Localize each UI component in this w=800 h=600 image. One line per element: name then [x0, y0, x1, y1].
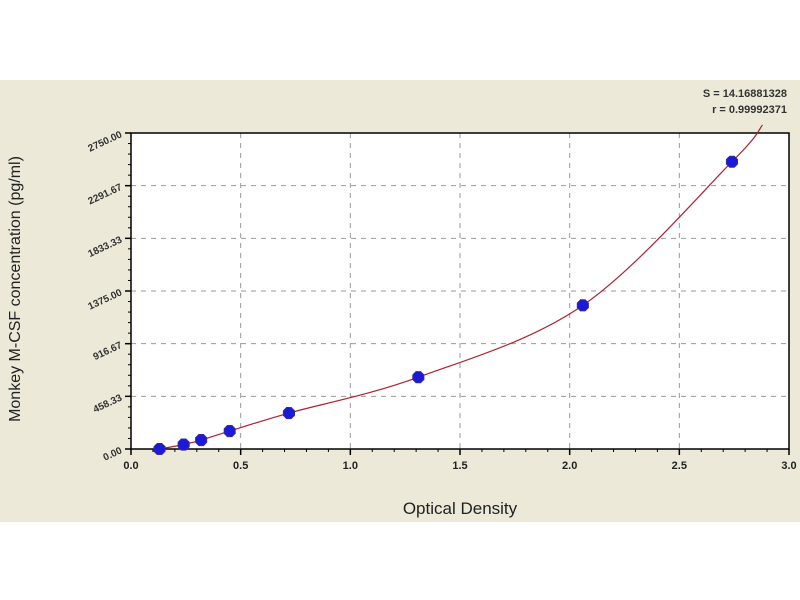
- data-point: [725, 155, 738, 168]
- x-tick-label: 1.5: [452, 460, 467, 472]
- y-tick-label: 2291.67: [87, 182, 125, 207]
- x-axis-label: Optical Density: [403, 499, 518, 518]
- x-tick-label: 3.0: [781, 460, 796, 472]
- x-tick-label: 2.0: [562, 460, 577, 472]
- y-tick-label: 916.67: [92, 340, 125, 363]
- x-tick-label: 2.5: [672, 460, 687, 472]
- data-point: [195, 434, 208, 447]
- y-axis-label: Monkey M-CSF concentration (pg/ml): [7, 156, 24, 422]
- y-tick-label: 1833.33: [87, 235, 125, 260]
- y-tick-label: 0.00: [102, 445, 125, 463]
- fit-curve: [159, 124, 763, 450]
- y-tick-label: 2750.00: [87, 129, 125, 154]
- fit-statistic: S = 14.16881328: [703, 88, 787, 100]
- x-tick-label: 0.5: [233, 460, 248, 472]
- data-point: [412, 371, 425, 384]
- fit-statistic: r = 0.99992371: [712, 104, 787, 116]
- y-tick-label: 458.33: [92, 393, 125, 416]
- plot-frame: [130, 132, 790, 450]
- data-point: [576, 299, 589, 312]
- y-tick-label: 1375.00: [87, 287, 125, 312]
- data-point: [153, 443, 166, 455]
- x-tick-label: 1.0: [343, 460, 358, 472]
- data-point: [282, 407, 295, 420]
- x-tick-label: 0.0: [123, 460, 138, 472]
- data-point: [177, 438, 190, 451]
- plot-area: [131, 133, 789, 449]
- data-point: [223, 425, 236, 438]
